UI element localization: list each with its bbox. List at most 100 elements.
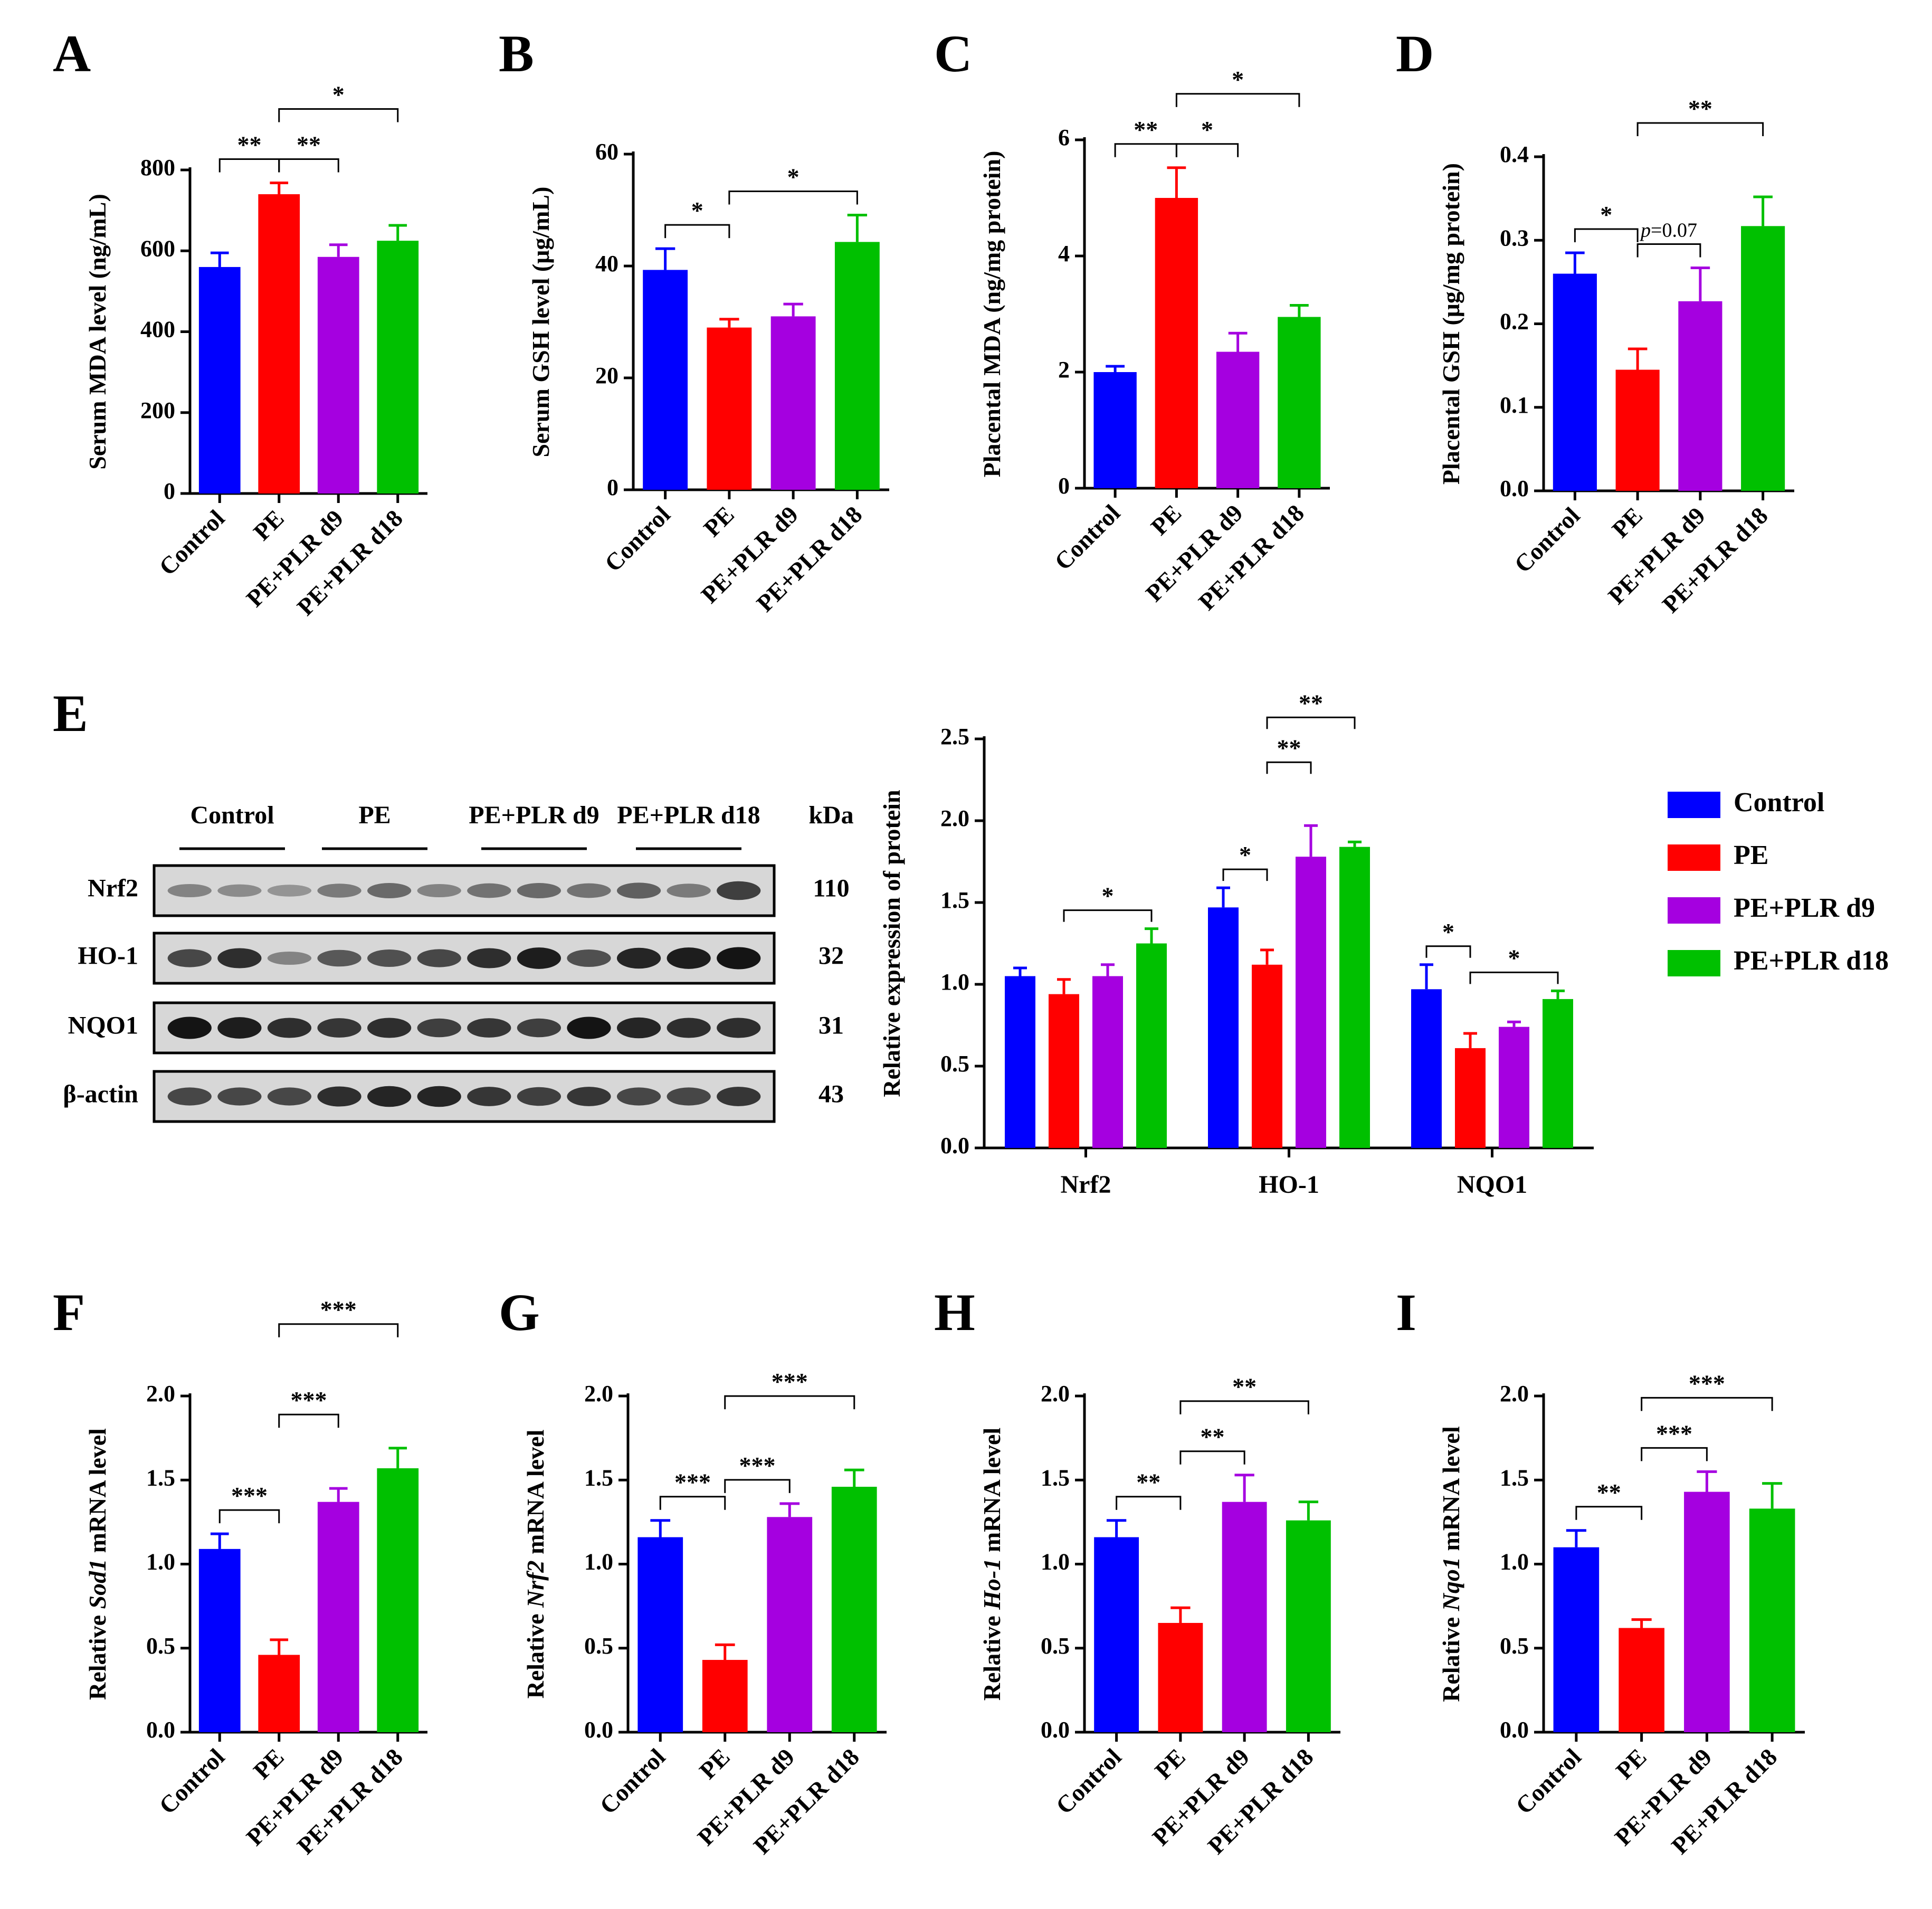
blot-band bbox=[417, 884, 461, 898]
blot-group-label: PE+PLR d9 bbox=[469, 801, 599, 829]
bar-Control bbox=[1553, 273, 1597, 491]
blot-band bbox=[616, 882, 661, 899]
significance-label: p=0.07 bbox=[1639, 219, 1697, 241]
y-tick-label: 1.0 bbox=[940, 969, 969, 995]
y-tick-label: 0.1 bbox=[1500, 392, 1529, 418]
blot-group-label: Control bbox=[190, 801, 274, 829]
bar-PE+PLR d9-NQO1 bbox=[1499, 1027, 1529, 1148]
significance-bracket bbox=[1222, 868, 1268, 881]
significance-bracket bbox=[278, 1413, 339, 1428]
blot-band bbox=[317, 884, 361, 898]
blot-band bbox=[717, 947, 761, 970]
bar-PE bbox=[1155, 198, 1198, 488]
significance-label: * bbox=[1508, 944, 1520, 971]
y-tick-label: 1.5 bbox=[584, 1465, 613, 1490]
bar-PE+PLR d9 bbox=[317, 1502, 359, 1732]
bar-PE+PLR d9-HO-1 bbox=[1296, 857, 1326, 1148]
bar-Control bbox=[1094, 1537, 1139, 1732]
blot-band bbox=[517, 1018, 561, 1038]
significance-bracket bbox=[1179, 1450, 1245, 1465]
y-tick-label: 2.0 bbox=[146, 1381, 175, 1407]
bar-PE+PLR d18 bbox=[1278, 317, 1321, 488]
blot-band bbox=[317, 949, 361, 967]
significance-label: ** bbox=[1136, 1469, 1160, 1496]
significance-label: * bbox=[332, 81, 345, 108]
bar-PE+PLR d18 bbox=[1749, 1508, 1795, 1732]
significance-bracket bbox=[664, 224, 730, 239]
significance-bracket bbox=[1641, 1447, 1708, 1461]
y-tick-label: 0.5 bbox=[584, 1633, 613, 1659]
panel-letter-F: F bbox=[53, 1283, 85, 1342]
y-tick-label: 1.5 bbox=[1041, 1465, 1070, 1490]
y-axis-label: Relative Sod1 mRNA level bbox=[84, 1428, 111, 1700]
blot-band bbox=[167, 884, 212, 898]
panel-letter-E: E bbox=[53, 684, 88, 743]
y-tick-label: 0 bbox=[164, 478, 175, 504]
blot-band bbox=[517, 947, 561, 969]
bar-Control-HO-1 bbox=[1208, 907, 1239, 1148]
blot-band bbox=[417, 1086, 461, 1107]
significance-label: ** bbox=[297, 131, 321, 158]
y-tick-label: 2.5 bbox=[940, 724, 969, 749]
blot-kda-label: 110 bbox=[813, 875, 849, 903]
y-tick-label: 40 bbox=[595, 251, 618, 277]
legend-label: PE bbox=[1734, 840, 1768, 870]
significance-bracket bbox=[1636, 243, 1701, 258]
y-axis-label: Placental MDA (ng/mg protein) bbox=[978, 151, 1005, 478]
bar-PE-Nrf2 bbox=[1049, 994, 1079, 1148]
significance-label: ** bbox=[1597, 1479, 1621, 1506]
significance-label: *** bbox=[291, 1386, 327, 1413]
blot-band bbox=[417, 1018, 461, 1038]
significance-bracket bbox=[278, 158, 339, 173]
blot-kda-label: 31 bbox=[819, 1012, 844, 1040]
y-tick-label: 6 bbox=[1058, 125, 1070, 150]
y-tick-label: 400 bbox=[140, 317, 175, 343]
blot-band bbox=[517, 883, 561, 898]
blot-band bbox=[717, 1018, 761, 1038]
y-tick-label: 2.0 bbox=[1041, 1381, 1070, 1407]
y-tick-label: 1.5 bbox=[146, 1465, 175, 1490]
blot-band bbox=[167, 949, 212, 967]
significance-bracket bbox=[278, 108, 399, 122]
blot-band bbox=[667, 884, 711, 898]
blot-band bbox=[717, 881, 761, 900]
bar-PE bbox=[1619, 1628, 1664, 1732]
y-tick-label: 20 bbox=[595, 363, 618, 388]
y-tick-label: 0.0 bbox=[1041, 1717, 1070, 1743]
significance-bracket bbox=[1266, 761, 1312, 774]
bar-Control bbox=[643, 270, 688, 490]
significance-label: * bbox=[1442, 918, 1454, 945]
blot-band bbox=[567, 1087, 611, 1106]
blot-band bbox=[616, 947, 661, 969]
significance-label: ** bbox=[1134, 116, 1158, 143]
x-tick-label: Nrf2 bbox=[1061, 1171, 1111, 1199]
bar-PE bbox=[707, 327, 752, 490]
legend-swatch bbox=[1668, 897, 1720, 924]
blot-band bbox=[467, 1087, 511, 1106]
y-tick-label: 2 bbox=[1058, 357, 1070, 383]
significance-bracket bbox=[724, 1479, 791, 1493]
blot-band bbox=[167, 1017, 212, 1039]
bar-PE+PLR d9 bbox=[770, 316, 816, 490]
significance-bracket bbox=[1641, 1397, 1773, 1411]
blot-band bbox=[267, 1087, 312, 1106]
significance-bracket bbox=[1575, 1506, 1643, 1520]
y-tick-label: 1.0 bbox=[584, 1549, 613, 1575]
y-axis-label: Relative Ho-1 mRNA level bbox=[978, 1428, 1005, 1701]
blot-band bbox=[267, 885, 312, 897]
significance-bracket bbox=[1469, 971, 1559, 984]
significance-label: * bbox=[1232, 66, 1244, 93]
y-tick-label: 60 bbox=[595, 139, 618, 165]
blot-group-label: PE bbox=[358, 801, 391, 829]
significance-label: * bbox=[1102, 882, 1114, 909]
significance-label: ** bbox=[1688, 95, 1712, 122]
bar-Control-NQO1 bbox=[1411, 989, 1442, 1148]
significance-bracket bbox=[278, 1323, 399, 1337]
y-tick-label: 0.0 bbox=[146, 1717, 175, 1743]
blot-band bbox=[367, 883, 412, 898]
significance-label: ** bbox=[1277, 734, 1301, 761]
panel-letter-D: D bbox=[1396, 24, 1434, 83]
significance-label: * bbox=[691, 197, 703, 224]
y-tick-label: 200 bbox=[140, 397, 175, 423]
